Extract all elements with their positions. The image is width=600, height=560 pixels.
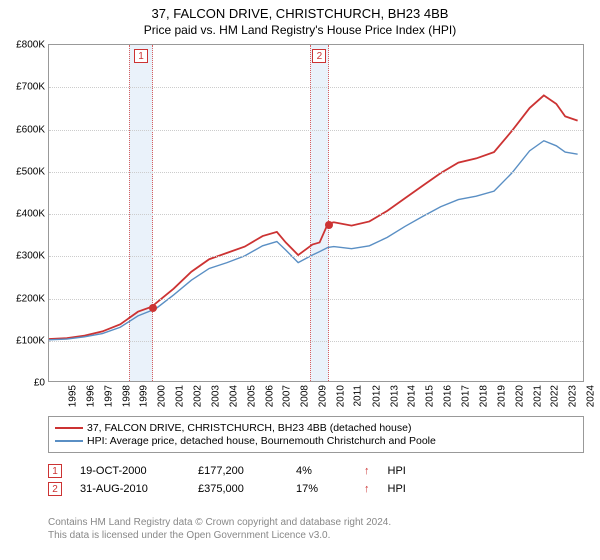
footer: Contains HM Land Registry data © Crown c… xyxy=(48,516,584,542)
gridline xyxy=(49,299,583,300)
x-axis-label: 1999 xyxy=(139,385,150,407)
gridline xyxy=(49,214,583,215)
sale-point-dot xyxy=(325,221,333,229)
sale-point-dot xyxy=(149,304,157,312)
title-subtitle: Price paid vs. HM Land Registry's House … xyxy=(0,23,600,37)
sale-ref: HPI xyxy=(388,483,406,495)
sales-table: 1 19-OCT-2000 £177,200 4% ↑ HPI 2 31-AUG… xyxy=(48,460,584,500)
sale-date: 19-OCT-2000 xyxy=(80,465,180,477)
legend-swatch-property xyxy=(55,427,83,429)
footer-line1: Contains HM Land Registry data © Crown c… xyxy=(48,516,584,529)
y-axis-label: £300K xyxy=(16,251,45,262)
x-axis-label: 2019 xyxy=(496,385,507,407)
x-axis-label: 2008 xyxy=(300,385,311,407)
sale-marker-box: 2 xyxy=(48,482,62,496)
y-axis-label: £200K xyxy=(16,293,45,304)
y-axis-label: £400K xyxy=(16,209,45,220)
x-axis-label: 2012 xyxy=(371,385,382,407)
gridline xyxy=(49,172,583,173)
legend-row-hpi: HPI: Average price, detached house, Bour… xyxy=(55,435,577,447)
x-axis-label: 1996 xyxy=(85,385,96,407)
x-axis-label: 2011 xyxy=(352,385,363,407)
x-axis-label: 2004 xyxy=(228,385,239,407)
gridline xyxy=(49,87,583,88)
sale-marker-box: 1 xyxy=(134,49,148,63)
x-axis-label: 2024 xyxy=(585,385,596,407)
y-axis-label: £0 xyxy=(34,378,45,389)
sale-diff: 4% xyxy=(296,465,346,477)
sale-ref: HPI xyxy=(388,465,406,477)
sale-marker-box: 2 xyxy=(312,49,326,63)
gridline xyxy=(49,256,583,257)
x-axis-label: 2006 xyxy=(264,385,275,407)
gridline xyxy=(49,341,583,342)
sale-row: 1 19-OCT-2000 £177,200 4% ↑ HPI xyxy=(48,464,584,478)
up-arrow-icon: ↑ xyxy=(364,465,370,477)
title-address: 37, FALCON DRIVE, CHRISTCHURCH, BH23 4BB xyxy=(0,6,600,21)
chart-lines-svg xyxy=(49,45,583,381)
sale-row: 2 31-AUG-2010 £375,000 17% ↑ HPI xyxy=(48,482,584,496)
x-axis-label: 2013 xyxy=(389,385,400,407)
x-axis-label: 2010 xyxy=(335,385,346,407)
y-axis-label: £500K xyxy=(16,166,45,177)
x-axis-label: 2016 xyxy=(442,385,453,407)
x-axis-label: 2003 xyxy=(210,385,221,407)
up-arrow-icon: ↑ xyxy=(364,483,370,495)
y-axis-label: £700K xyxy=(16,82,45,93)
chart-area: 12£0£100K£200K£300K£400K£500K£600K£700K£… xyxy=(48,44,584,382)
x-axis-label: 1997 xyxy=(103,385,114,407)
legend-row-property: 37, FALCON DRIVE, CHRISTCHURCH, BH23 4BB… xyxy=(55,422,577,434)
x-axis-label: 2022 xyxy=(550,385,561,407)
sale-price: £375,000 xyxy=(198,483,278,495)
chart-container: 37, FALCON DRIVE, CHRISTCHURCH, BH23 4BB… xyxy=(0,0,600,560)
sale-diff: 17% xyxy=(296,483,346,495)
sale-date: 31-AUG-2010 xyxy=(80,483,180,495)
legend-swatch-hpi xyxy=(55,440,83,442)
x-axis-label: 1998 xyxy=(121,385,132,407)
x-axis-label: 2020 xyxy=(514,385,525,407)
x-axis-label: 2021 xyxy=(532,385,543,407)
x-axis-label: 2000 xyxy=(157,385,168,407)
y-axis-label: £600K xyxy=(16,124,45,135)
series-line-hpi xyxy=(49,141,578,340)
x-axis-label: 2005 xyxy=(246,385,257,407)
x-axis-label: 2014 xyxy=(407,385,418,407)
y-axis-label: £100K xyxy=(16,335,45,346)
x-axis-label: 2018 xyxy=(478,385,489,407)
x-axis-label: 2007 xyxy=(282,385,293,407)
legend-label-hpi: HPI: Average price, detached house, Bour… xyxy=(87,435,436,447)
x-axis-label: 2017 xyxy=(460,385,471,407)
legend-label-property: 37, FALCON DRIVE, CHRISTCHURCH, BH23 4BB… xyxy=(87,422,411,434)
sale-marker-box: 1 xyxy=(48,464,62,478)
footer-line2: This data is licensed under the Open Gov… xyxy=(48,529,584,542)
gridline xyxy=(49,130,583,131)
x-axis-label: 2002 xyxy=(192,385,203,407)
x-axis-label: 2009 xyxy=(317,385,328,407)
y-axis-label: £800K xyxy=(16,40,45,51)
x-axis-label: 1995 xyxy=(67,385,78,407)
sale-price: £177,200 xyxy=(198,465,278,477)
legend: 37, FALCON DRIVE, CHRISTCHURCH, BH23 4BB… xyxy=(48,416,584,453)
x-axis-label: 2015 xyxy=(425,385,436,407)
x-axis-label: 2001 xyxy=(174,385,185,407)
series-line-property xyxy=(49,95,578,339)
title-block: 37, FALCON DRIVE, CHRISTCHURCH, BH23 4BB… xyxy=(0,0,600,37)
x-axis-label: 2023 xyxy=(568,385,579,407)
